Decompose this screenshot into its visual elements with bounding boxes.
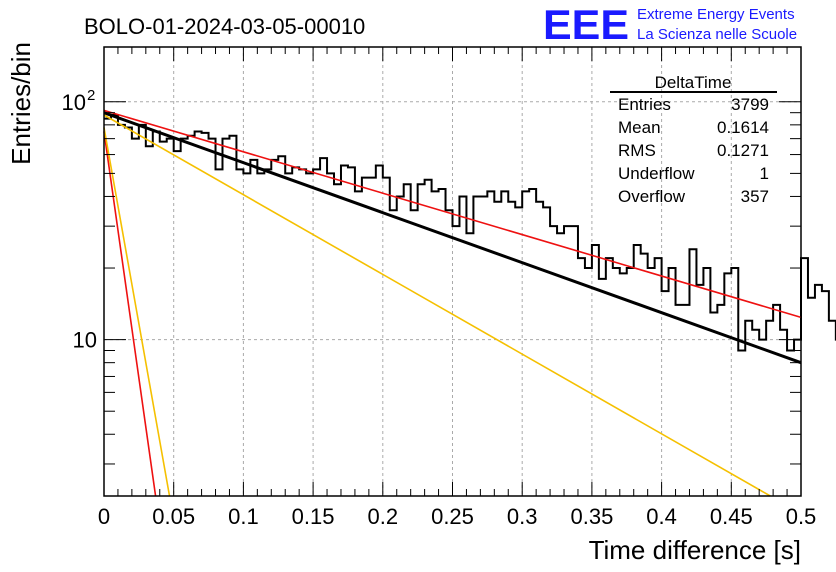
fit-curve-4 — [103, 131, 157, 497]
x-tick-label: 0 — [98, 504, 110, 529]
stats-label: Entries — [618, 95, 671, 114]
stats-value: 0.1271 — [717, 141, 769, 160]
y-tick-label: 10 — [73, 328, 97, 353]
stats-value: 0.1614 — [717, 118, 769, 137]
x-tick-label: 0.3 — [507, 504, 538, 529]
axis-ticks — [103, 47, 802, 496]
fit-curve-3 — [103, 114, 771, 497]
grid-lines — [104, 47, 801, 496]
fit-curve-2 — [103, 109, 802, 319]
x-tick-label: 0.2 — [368, 504, 399, 529]
eee-logo: EEE — [543, 1, 629, 48]
fit-curve-5 — [103, 127, 171, 497]
x-tick-labels: 0 0.05 0.1 0.15 0.2 0.25 0.3 0.35 0.4 0.45 0.5 — [98, 504, 816, 529]
stats-box: DeltaTime Entries 3799 Mean 0.1614 RMS 0.1271… — [610, 73, 777, 206]
x-tick-label: 0.25 — [431, 504, 474, 529]
stats-label: Underflow — [618, 164, 695, 183]
logo-line-2: La Scienza nelle Scuole — [637, 26, 797, 43]
x-axis-label: Time difference [s] — [589, 535, 801, 565]
x-tick-label: 0.15 — [292, 504, 335, 529]
stats-title: DeltaTime — [655, 73, 732, 92]
stats-value: 3799 — [731, 95, 769, 114]
chart-title: BOLO-01-2024-03-05-00010 — [84, 14, 365, 39]
stats-value: 357 — [741, 187, 769, 206]
y-tick-exponent: 2 — [87, 87, 95, 104]
x-tick-label: 0.05 — [152, 504, 195, 529]
stats-value: 1 — [760, 164, 769, 183]
fit-curves — [103, 109, 802, 497]
stats-label: Mean — [618, 118, 661, 137]
x-tick-label: 0.4 — [646, 504, 677, 529]
fit-curve-1 — [103, 111, 802, 365]
y-axis-label: Entries/bin — [6, 42, 36, 165]
histogram-outline — [104, 114, 836, 352]
x-tick-label: 0.5 — [786, 504, 817, 529]
x-tick-label: 0.1 — [228, 504, 259, 529]
stats-label: RMS — [618, 141, 656, 160]
stats-label: Overflow — [618, 187, 686, 206]
y-tick-label: 10 — [62, 90, 86, 115]
x-tick-label: 0.35 — [570, 504, 613, 529]
x-tick-label: 0.45 — [710, 504, 753, 529]
logo-line-1: Extreme Energy Events — [637, 6, 795, 23]
y-tick-labels: 10 210 — [62, 87, 97, 353]
